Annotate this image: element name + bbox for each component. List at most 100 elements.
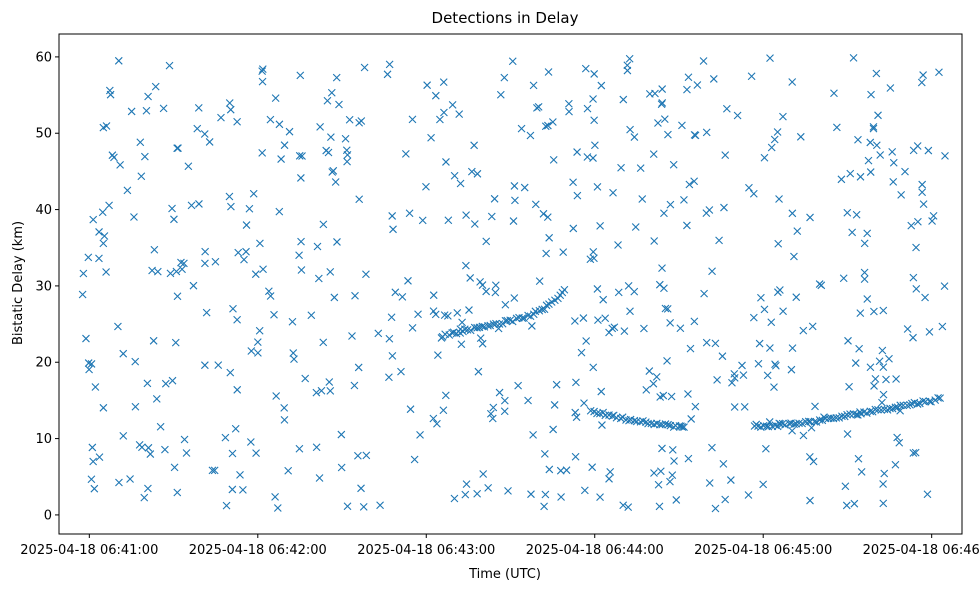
data-point-marker: [839, 274, 848, 283]
data-point-marker: [640, 324, 648, 333]
data-point-marker: [270, 310, 278, 319]
data-point-marker: [509, 217, 518, 225]
data-point-marker: [593, 182, 602, 191]
data-point-marker: [201, 247, 210, 256]
data-point-marker: [739, 371, 748, 380]
data-point-marker: [319, 338, 328, 347]
data-point-marker: [178, 265, 186, 274]
data-point-marker: [770, 135, 779, 144]
data-point-marker: [871, 374, 880, 383]
data-point-marker: [313, 242, 322, 251]
data-point-marker: [298, 152, 306, 160]
data-point-marker: [159, 104, 168, 113]
x-tick-label: 2025-04-18 06:43:00: [357, 543, 495, 558]
data-point-marker: [233, 117, 241, 126]
data-point-marker: [808, 322, 817, 331]
data-point-marker: [301, 374, 310, 383]
data-point-marker: [749, 313, 758, 322]
data-point-marker: [614, 288, 623, 297]
data-point-marker: [90, 484, 99, 493]
data-point-marker: [650, 420, 659, 429]
data-point-marker: [676, 324, 685, 333]
data-point-marker: [912, 284, 921, 293]
data-point-marker: [850, 499, 859, 508]
data-point-marker: [846, 169, 855, 178]
data-point-marker: [149, 336, 158, 345]
data-point-marker: [767, 143, 776, 152]
data-point-marker: [750, 422, 759, 430]
data-point-marker: [233, 385, 242, 394]
data-point-marker: [332, 73, 341, 82]
data-point-marker: [666, 477, 674, 486]
data-point-marker: [893, 433, 902, 442]
data-point-marker: [78, 290, 87, 299]
data-point-marker: [830, 89, 838, 98]
data-point-marker: [805, 453, 814, 461]
data-point-marker: [573, 148, 581, 156]
data-point-marker: [879, 499, 888, 508]
data-point-marker: [885, 354, 893, 363]
data-point-marker: [864, 156, 873, 165]
data-point-marker: [571, 408, 580, 417]
data-point-marker: [465, 306, 473, 314]
data-point-marker: [702, 338, 711, 347]
data-point-marker: [655, 280, 664, 289]
data-point-marker: [670, 457, 678, 465]
data-point-marker: [848, 228, 857, 237]
data-point-marker: [705, 479, 714, 487]
data-point-marker: [610, 323, 619, 332]
y-tick-label: 60: [35, 50, 52, 65]
data-point-marker: [754, 359, 763, 368]
data-point-marker: [161, 445, 169, 454]
data-point-marker: [296, 71, 305, 80]
data-point-marker: [462, 480, 471, 488]
data-point-marker: [811, 402, 819, 411]
data-point-marker: [651, 89, 659, 98]
data-point-marker: [258, 77, 267, 86]
data-point-marker: [874, 111, 882, 120]
data-point-marker: [917, 78, 926, 87]
data-point-marker: [668, 445, 677, 454]
data-point-marker: [259, 265, 267, 274]
data-point-marker: [312, 443, 321, 452]
data-point-marker: [495, 388, 504, 397]
data-point-marker: [152, 395, 161, 403]
data-point-marker: [135, 440, 144, 449]
data-point-marker: [675, 422, 684, 430]
data-point-marker: [166, 269, 175, 278]
data-point-marker: [258, 67, 267, 76]
data-point-marker: [388, 352, 397, 360]
data-point-marker: [326, 386, 335, 395]
data-point-marker: [619, 501, 628, 510]
data-point-marker: [473, 323, 481, 332]
data-point-marker: [549, 155, 558, 164]
data-point-marker: [433, 351, 442, 360]
data-point-marker: [466, 274, 475, 282]
data-point-marker: [832, 123, 841, 132]
plot-frame: [58, 33, 963, 535]
data-point-marker: [685, 180, 694, 189]
data-point-marker: [878, 398, 886, 407]
data-point-marker: [617, 163, 625, 172]
data-point-marker: [687, 415, 696, 423]
data-point-marker: [99, 239, 108, 248]
data-point-marker: [672, 496, 681, 504]
data-point-marker: [645, 367, 654, 375]
data-point-marker: [564, 99, 573, 108]
data-point-marker: [201, 259, 209, 268]
data-point-marker: [280, 141, 289, 150]
data-point-marker: [348, 332, 356, 340]
data-point-marker: [387, 313, 396, 322]
data-point-marker: [909, 146, 918, 155]
data-point-marker: [656, 467, 665, 476]
chart-title: Detections in Delay: [432, 9, 579, 27]
data-point-marker: [766, 54, 774, 63]
data-point-marker: [941, 152, 949, 160]
data-point-marker: [582, 337, 591, 345]
data-point-marker: [730, 403, 739, 411]
data-point-marker: [324, 148, 333, 157]
data-point-marker: [879, 363, 888, 372]
data-point-marker: [888, 147, 897, 156]
data-point-marker: [880, 469, 889, 478]
